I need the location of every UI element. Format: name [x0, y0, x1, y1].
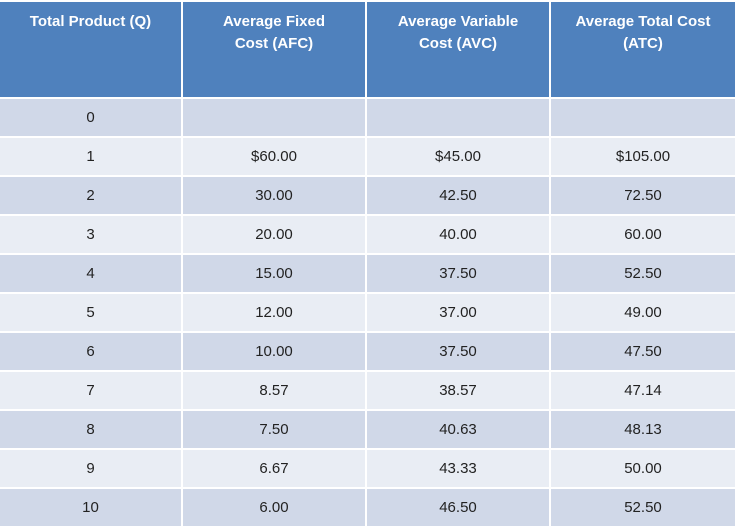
table-row: 8 7.50 40.63 48.13 — [0, 411, 735, 448]
table-cell: 47.50 — [551, 333, 735, 370]
column-header: Average Variable Cost (AVC) — [367, 2, 549, 97]
column-header: Average Fixed Cost (AFC) — [183, 2, 365, 97]
table-cell: 4 — [0, 255, 181, 292]
table-row: 5 12.00 37.00 49.00 — [0, 294, 735, 331]
table-cell: 48.13 — [551, 411, 735, 448]
table-cell: 40.63 — [367, 411, 549, 448]
table-cell: 15.00 — [183, 255, 365, 292]
table-cell: 12.00 — [183, 294, 365, 331]
table-cell: 42.50 — [367, 177, 549, 214]
table-cell: 8.57 — [183, 372, 365, 409]
table-cell: 49.00 — [551, 294, 735, 331]
table-row: 3 20.00 40.00 60.00 — [0, 216, 735, 253]
empty-cell — [183, 99, 365, 136]
table-cell: 10 — [0, 489, 181, 526]
table-cell: 3 — [0, 216, 181, 253]
empty-cell — [551, 99, 735, 136]
table-row: 4 15.00 37.50 52.50 — [0, 255, 735, 292]
table-cell: $105.00 — [551, 138, 735, 175]
table-cell: 52.50 — [551, 489, 735, 526]
table-cell: 37.50 — [367, 333, 549, 370]
empty-cell — [367, 99, 549, 136]
table-cell: 37.00 — [367, 294, 549, 331]
table-cell: $60.00 — [183, 138, 365, 175]
table-row: 2 30.00 42.50 72.50 — [0, 177, 735, 214]
table-row: 1 $60.00 $45.00 $105.00 — [0, 138, 735, 175]
table-cell: $45.00 — [367, 138, 549, 175]
table-cell: 6 — [0, 333, 181, 370]
table-cell: 7.50 — [183, 411, 365, 448]
table-cell: 5 — [0, 294, 181, 331]
table-cell: 8 — [0, 411, 181, 448]
table-cell: 46.50 — [367, 489, 549, 526]
table-row: 7 8.57 38.57 47.14 — [0, 372, 735, 409]
table-cell: 6.00 — [183, 489, 365, 526]
table-cell: 20.00 — [183, 216, 365, 253]
table-cell: 52.50 — [551, 255, 735, 292]
table-cell: 6.67 — [183, 450, 365, 487]
table-cell: 38.57 — [367, 372, 549, 409]
table-cell: 10.00 — [183, 333, 365, 370]
table-row: 0 — [0, 99, 735, 136]
table-cell: 47.14 — [551, 372, 735, 409]
table-cell: 40.00 — [367, 216, 549, 253]
table-cell: 9 — [0, 450, 181, 487]
table-cell: 30.00 — [183, 177, 365, 214]
table-row: 10 6.00 46.50 52.50 — [0, 489, 735, 526]
header-row: Total Product (Q) Average Fixed Cost (AFC… — [0, 2, 735, 97]
table-cell: 1 — [0, 138, 181, 175]
table-cell: 50.00 — [551, 450, 735, 487]
table-cell: 60.00 — [551, 216, 735, 253]
table-cell: 2 — [0, 177, 181, 214]
column-header: Average Total Cost (ATC) — [551, 2, 735, 97]
table-row: 6 10.00 37.50 47.50 — [0, 333, 735, 370]
table-cell: 43.33 — [367, 450, 549, 487]
column-header: Total Product (Q) — [0, 2, 181, 97]
table-row: 9 6.67 43.33 50.00 — [0, 450, 735, 487]
table-cell: 7 — [0, 372, 181, 409]
table-cell: 72.50 — [551, 177, 735, 214]
table-cell: 0 — [0, 99, 181, 136]
table-cell: 37.50 — [367, 255, 549, 292]
